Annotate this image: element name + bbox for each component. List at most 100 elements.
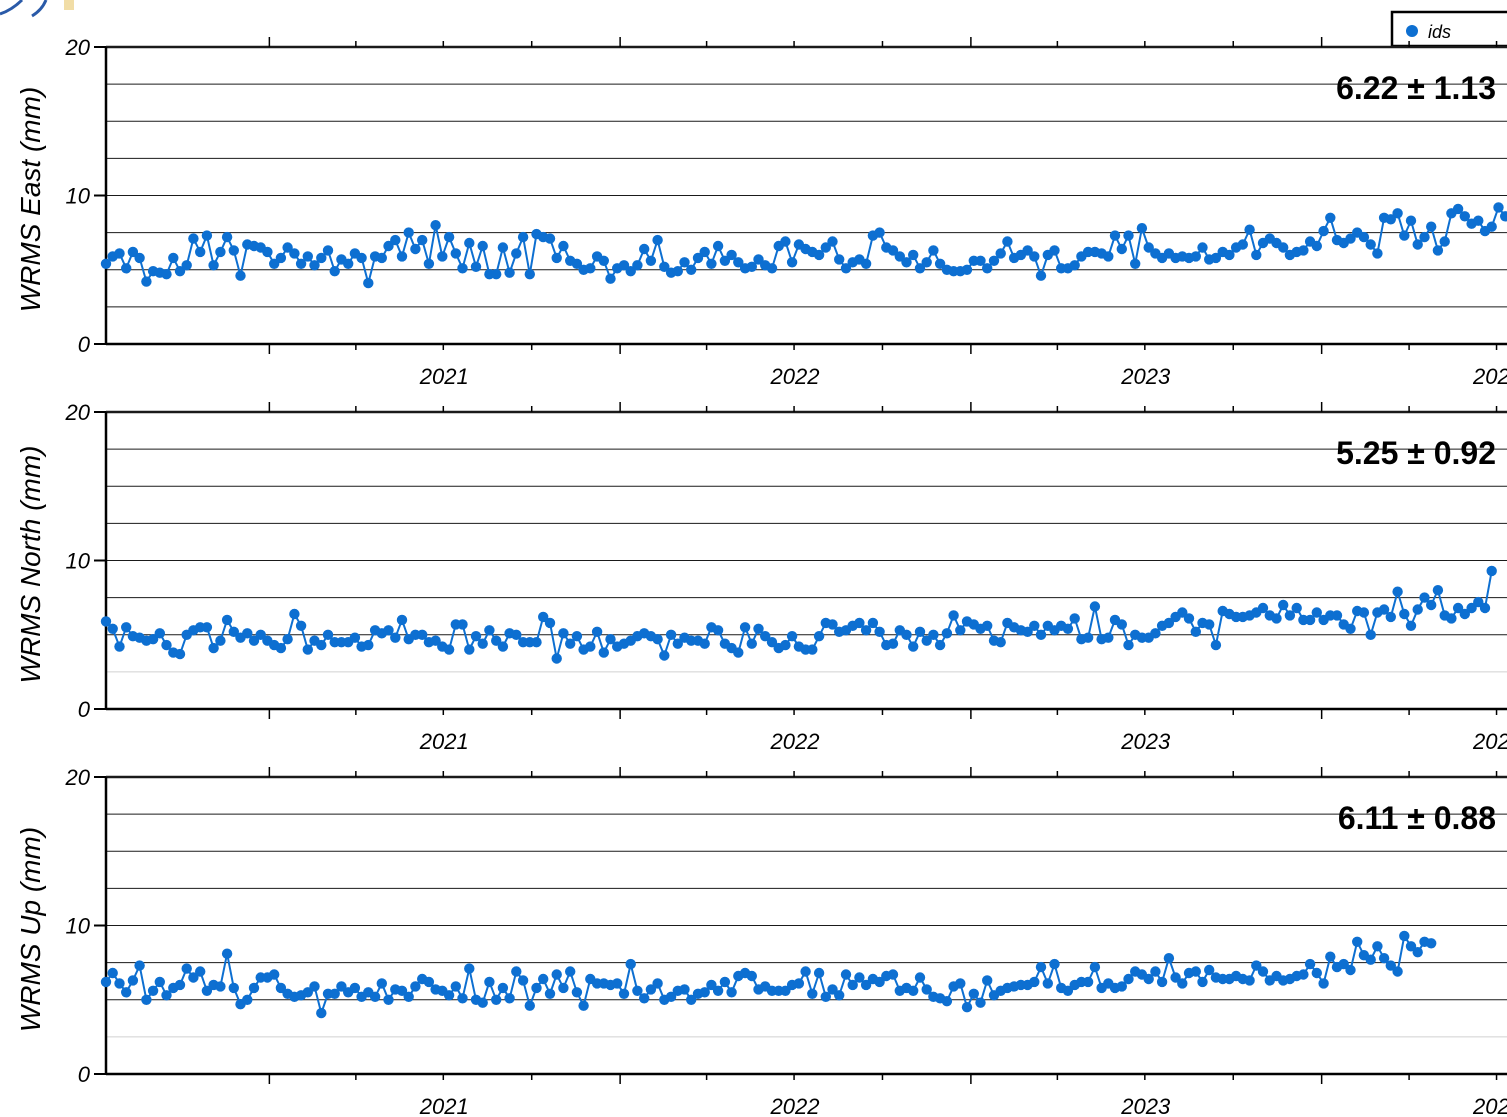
data-point [934, 639, 946, 651]
data-point [598, 255, 609, 266]
data-point [565, 966, 576, 977]
data-point [908, 249, 919, 261]
data-point [376, 978, 387, 989]
data-point [813, 967, 825, 979]
y-tick-label: 10 [66, 549, 91, 574]
data-point [443, 644, 455, 655]
data-point [652, 234, 663, 246]
data-point [1082, 632, 1094, 643]
data-point [840, 263, 852, 274]
data-point [1338, 958, 1349, 970]
x-tick-label: 2023 [1120, 364, 1171, 389]
data-point [1365, 629, 1376, 640]
data-point [369, 991, 381, 1002]
data-point [1372, 248, 1383, 259]
data-point [524, 269, 535, 280]
data-point [127, 975, 139, 986]
data-point [652, 978, 663, 989]
data-point [739, 622, 751, 633]
data-point [1459, 211, 1471, 222]
stat-annotation: 5.25 ± 0.92 [1336, 435, 1496, 471]
data-point [491, 269, 502, 280]
data-point [517, 975, 529, 986]
data-point [1419, 231, 1430, 243]
data-point [161, 639, 172, 651]
y-tick-label: 20 [65, 765, 91, 790]
data-point [860, 625, 872, 636]
data-point [887, 638, 899, 649]
data-point [1049, 245, 1060, 256]
data-point [100, 976, 112, 988]
data-point [121, 987, 132, 998]
data-point [632, 260, 643, 271]
data-point [511, 966, 522, 977]
data-point [786, 631, 798, 642]
data-point [558, 982, 569, 994]
data-point [1385, 960, 1397, 971]
data-point [316, 1007, 327, 1019]
data-point [1291, 602, 1302, 614]
data-point [712, 625, 724, 636]
data-point [1022, 626, 1033, 637]
data-point [746, 970, 757, 982]
data-point [1210, 639, 1222, 651]
data-point [255, 629, 266, 640]
data-point [1399, 930, 1410, 942]
data-point [699, 987, 710, 998]
data-point [147, 985, 159, 996]
data-point [598, 647, 609, 658]
data-point [1385, 214, 1397, 225]
data-point [363, 639, 374, 651]
data-point [733, 647, 744, 658]
data-point [464, 237, 475, 249]
data-point [329, 266, 340, 277]
data-point [605, 273, 616, 284]
data-point [874, 227, 885, 238]
data-point [1426, 938, 1437, 949]
data-point [275, 982, 287, 994]
data-point [417, 234, 428, 246]
data-point [1197, 976, 1208, 988]
data-point [121, 622, 132, 633]
data-point [1089, 961, 1101, 973]
data-point [1284, 610, 1296, 621]
data-point [430, 635, 441, 646]
data-point [692, 252, 704, 264]
y-axis-label: WRMS Up (mm) [15, 827, 46, 1032]
data-point [1311, 607, 1323, 618]
data-point [269, 258, 280, 269]
data-point [766, 637, 778, 648]
x-tick-label: 2024 [1472, 729, 1507, 754]
data-point [827, 236, 838, 247]
data-point [1452, 602, 1464, 614]
data-point [443, 231, 455, 243]
data-point [1123, 639, 1134, 651]
data-point [134, 252, 145, 264]
data-point [201, 230, 213, 241]
data-point [780, 639, 791, 651]
data-point [1150, 628, 1161, 639]
data-point [1035, 270, 1047, 281]
data-point [282, 634, 293, 645]
data-point [854, 972, 865, 983]
data-point [1412, 604, 1423, 615]
data-point [457, 619, 468, 630]
data-point [1123, 230, 1134, 241]
data-point [154, 976, 165, 988]
data-point [1069, 613, 1080, 624]
data-point [1163, 617, 1175, 629]
data-point [665, 991, 677, 1002]
data-point [390, 632, 401, 643]
data-point [309, 981, 320, 992]
data-point [1082, 976, 1094, 988]
data-point [1062, 623, 1074, 634]
data-point [1311, 240, 1323, 252]
data-point [639, 993, 650, 1004]
data-point [275, 642, 287, 654]
data-point [618, 988, 630, 999]
data-point [430, 220, 441, 231]
data-point [914, 972, 926, 983]
y-tick-label: 0 [78, 1062, 91, 1087]
data-point [262, 246, 273, 258]
data-point [100, 616, 112, 627]
